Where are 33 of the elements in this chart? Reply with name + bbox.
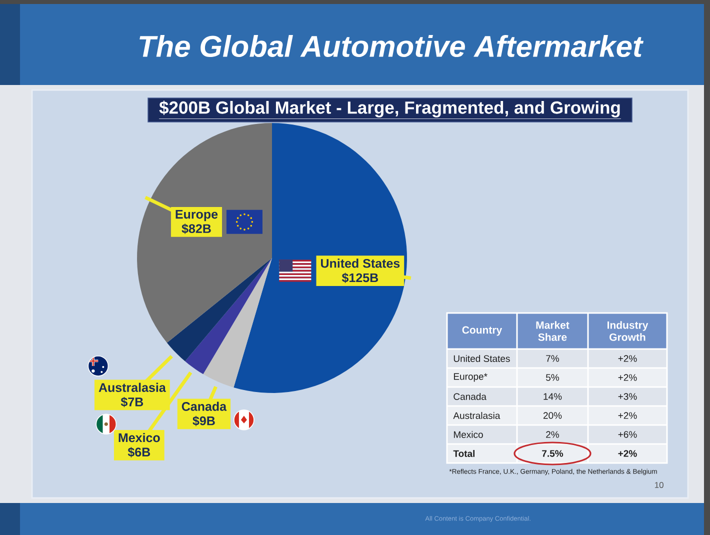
slice-label: Australasia xyxy=(98,382,166,392)
slice-label: Canada xyxy=(182,402,227,411)
data-label: $7B xyxy=(120,396,144,408)
category-label: Canada xyxy=(454,393,486,400)
chart-subtitle: $200B Global Market - Large, Fragmented, and Growing xyxy=(159,100,620,118)
data-label: $82B xyxy=(182,224,211,234)
category-label: Europe* xyxy=(454,373,488,382)
slice-label: United States xyxy=(321,258,400,268)
slice-label: Mexico xyxy=(118,432,160,442)
category-label: Total xyxy=(453,450,475,457)
text: +2% xyxy=(618,374,637,381)
category-label: United States xyxy=(454,355,510,362)
text: +2% xyxy=(618,450,637,457)
text: 7.5% xyxy=(542,450,564,457)
category-label: Mexico xyxy=(454,431,483,438)
category-label: Country xyxy=(462,326,502,336)
slice-label: Europe xyxy=(176,210,218,222)
category-label: Market Share xyxy=(536,321,570,341)
data-label: $6B xyxy=(128,447,150,458)
category-label: Australasia xyxy=(453,412,500,419)
text: 10 xyxy=(654,482,664,488)
data-label: $9B xyxy=(192,416,215,426)
text: 7% xyxy=(546,355,560,362)
category-label: Industry Growth xyxy=(607,321,648,341)
chart-title: The Global Automotive Aftermarket xyxy=(140,34,644,58)
text: 20% xyxy=(543,412,562,419)
text: 5% xyxy=(546,374,560,381)
text: +2% xyxy=(618,412,637,419)
text: 2% xyxy=(546,431,560,438)
text: 14% xyxy=(544,393,562,400)
text: +2% xyxy=(618,355,637,362)
text: +3% xyxy=(618,393,637,400)
text: +6% xyxy=(618,431,637,438)
